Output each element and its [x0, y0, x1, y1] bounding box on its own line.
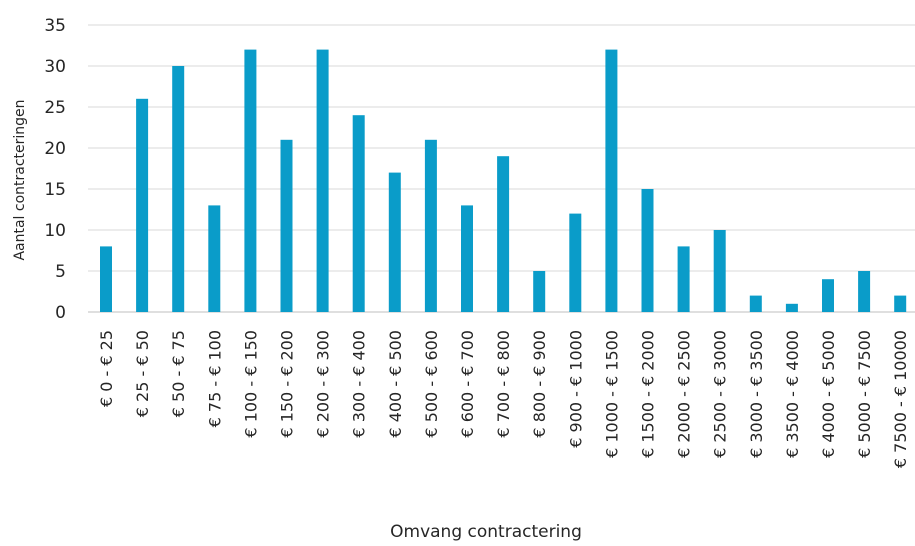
y-tick-label: 5 — [55, 262, 66, 282]
x-tick-label: € 75 - € 100 — [205, 330, 224, 427]
y-axis-title: Aantal contracteringen — [12, 99, 28, 260]
bar — [497, 156, 510, 312]
y-tick-label: 0 — [55, 303, 66, 323]
x-tick-label: € 600 - € 700 — [458, 330, 477, 438]
x-tick-label: € 3500 - € 4000 — [783, 330, 802, 458]
y-tick-label: 10 — [44, 221, 66, 241]
y-axis-ticks: 0 5 10 15 20 25 30 35 — [44, 16, 66, 323]
y-tick-label: 20 — [44, 139, 66, 159]
x-tick-label: € 50 - € 75 — [169, 330, 188, 417]
x-tick-label: € 1000 - € 1500 — [602, 330, 621, 458]
bar — [352, 115, 365, 312]
x-tick-label: € 0 - € 25 — [97, 330, 116, 407]
bar — [424, 139, 437, 312]
x-axis-ticks: € 0 - € 25 € 25 - € 50 € 50 - € 75 € 75 - €… — [97, 330, 910, 468]
x-tick-label: € 700 - € 800 — [494, 330, 513, 438]
x-tick-label: € 500 - € 600 — [422, 330, 441, 438]
bar — [785, 303, 798, 312]
x-tick-label: € 7500 - € 10000 — [891, 330, 910, 468]
bar — [894, 295, 907, 312]
x-tick-label: € 3000 - € 3500 — [747, 330, 766, 458]
x-tick-label: € 400 - € 500 — [386, 330, 405, 438]
x-tick-label: € 150 - € 200 — [278, 330, 297, 438]
bar — [605, 49, 618, 312]
bar — [388, 172, 401, 312]
x-tick-label: € 300 - € 400 — [350, 330, 369, 438]
x-tick-label: € 25 - € 50 — [133, 330, 152, 417]
x-tick-label: € 800 - € 900 — [530, 330, 549, 438]
bar — [100, 246, 112, 312]
bar — [677, 246, 690, 312]
x-tick-label: € 4000 - € 5000 — [819, 330, 838, 458]
bar — [461, 205, 473, 312]
bar — [280, 139, 293, 312]
y-tick-label: 35 — [44, 16, 66, 36]
bar — [822, 279, 834, 312]
x-tick-label: € 2500 - € 3000 — [711, 330, 730, 458]
bar — [749, 295, 762, 312]
bar — [316, 49, 329, 312]
y-tick-label: 30 — [44, 57, 66, 77]
bar — [208, 205, 221, 312]
y-tick-label: 15 — [44, 180, 66, 200]
bar — [136, 98, 149, 312]
x-tick-label: € 2000 - € 2500 — [675, 330, 694, 458]
x-tick-label: € 200 - € 300 — [314, 330, 333, 438]
x-tick-label: € 100 - € 150 — [241, 330, 260, 438]
bar — [713, 230, 726, 312]
x-tick-label: € 1500 - € 2000 — [639, 330, 658, 458]
bar — [569, 213, 582, 312]
bar — [533, 271, 546, 312]
y-tick-label: 25 — [44, 98, 66, 118]
bar — [244, 49, 257, 312]
bar — [858, 271, 871, 312]
x-axis-title: Omvang contractering — [390, 522, 582, 542]
bar — [172, 66, 185, 312]
bars — [100, 49, 907, 312]
x-tick-label: € 5000 - € 7500 — [855, 330, 874, 458]
bar — [641, 189, 654, 312]
x-tick-label: € 900 - € 1000 — [566, 330, 585, 448]
